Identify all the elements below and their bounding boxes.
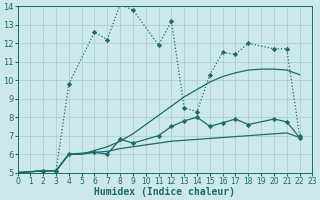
X-axis label: Humidex (Indice chaleur): Humidex (Indice chaleur) xyxy=(94,187,236,197)
